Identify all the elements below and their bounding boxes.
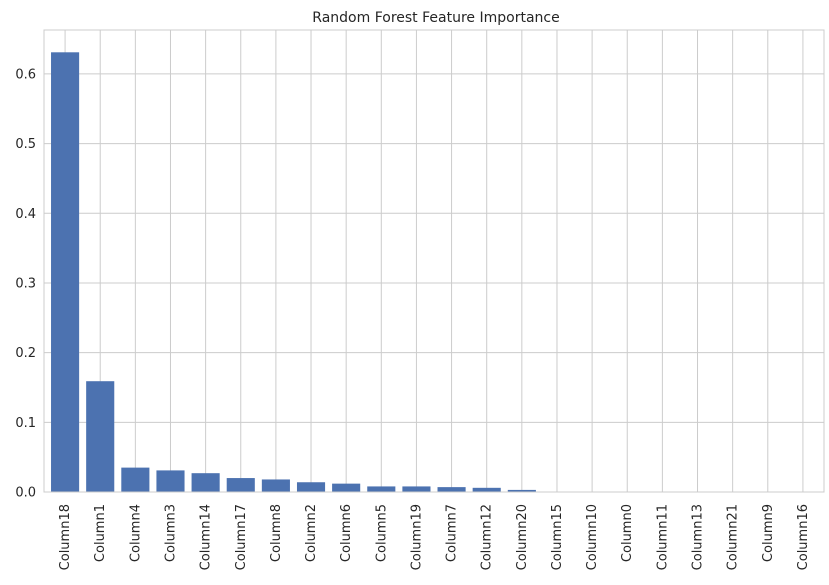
bar — [332, 483, 361, 492]
x-tick-label: Column8 — [269, 504, 284, 562]
bar — [86, 381, 115, 492]
grid-layer — [44, 30, 824, 493]
x-tick-label: Column16 — [796, 504, 811, 570]
bar — [156, 470, 185, 492]
bar — [437, 487, 466, 492]
y-tick-label: 0.0 — [15, 486, 36, 501]
bar-layer — [51, 52, 817, 492]
x-tick-label: Column12 — [480, 504, 495, 570]
bar — [402, 486, 431, 492]
x-tick-label: Column6 — [339, 504, 354, 562]
bar — [121, 467, 150, 492]
bar — [261, 479, 290, 492]
x-tick-label: Column19 — [409, 504, 424, 570]
x-tick-label: Column14 — [199, 504, 214, 570]
x-tick-label: Column10 — [585, 504, 600, 570]
x-tick-label: Column15 — [550, 504, 565, 570]
bar — [367, 486, 396, 492]
x-tick-label: Column18 — [58, 504, 73, 570]
y-tick-label: 0.6 — [15, 67, 36, 82]
plot-frame — [43, 29, 825, 493]
x-tick-label: Column21 — [726, 504, 741, 570]
x-tick-label: Column2 — [304, 504, 319, 562]
x-tick-label: Column13 — [691, 504, 706, 570]
chart-title: Random Forest Feature Importance — [312, 10, 559, 26]
x-tick-label: Column5 — [374, 504, 389, 562]
y-tick-label: 0.1 — [15, 416, 36, 431]
bar — [507, 489, 536, 492]
x-tick-label: Column17 — [234, 504, 249, 570]
bar — [472, 487, 501, 492]
x-tick-label: Column20 — [515, 504, 530, 570]
bar — [296, 482, 326, 492]
x-tick-label: Column0 — [620, 504, 635, 562]
bar — [226, 478, 255, 492]
x-tick-label: Column11 — [655, 504, 670, 570]
bar — [51, 52, 80, 492]
x-tick-label: Column3 — [163, 504, 178, 562]
x-tick-label: Column4 — [128, 504, 143, 562]
bar — [191, 473, 220, 492]
x-tick-label: Column1 — [93, 504, 108, 562]
x-tick-label: Column9 — [761, 504, 776, 562]
y-tick-label: 0.2 — [15, 346, 36, 361]
y-tick-label: 0.3 — [15, 276, 36, 291]
x-tick-label: Column7 — [445, 504, 460, 562]
y-tick-label: 0.4 — [15, 207, 36, 222]
axis-layer: 0.0 0.1 0.2 0.3 0.4 0.5 0.6 Column18 Column1 Colu… — [15, 67, 811, 570]
y-tick-label: 0.5 — [15, 137, 36, 152]
